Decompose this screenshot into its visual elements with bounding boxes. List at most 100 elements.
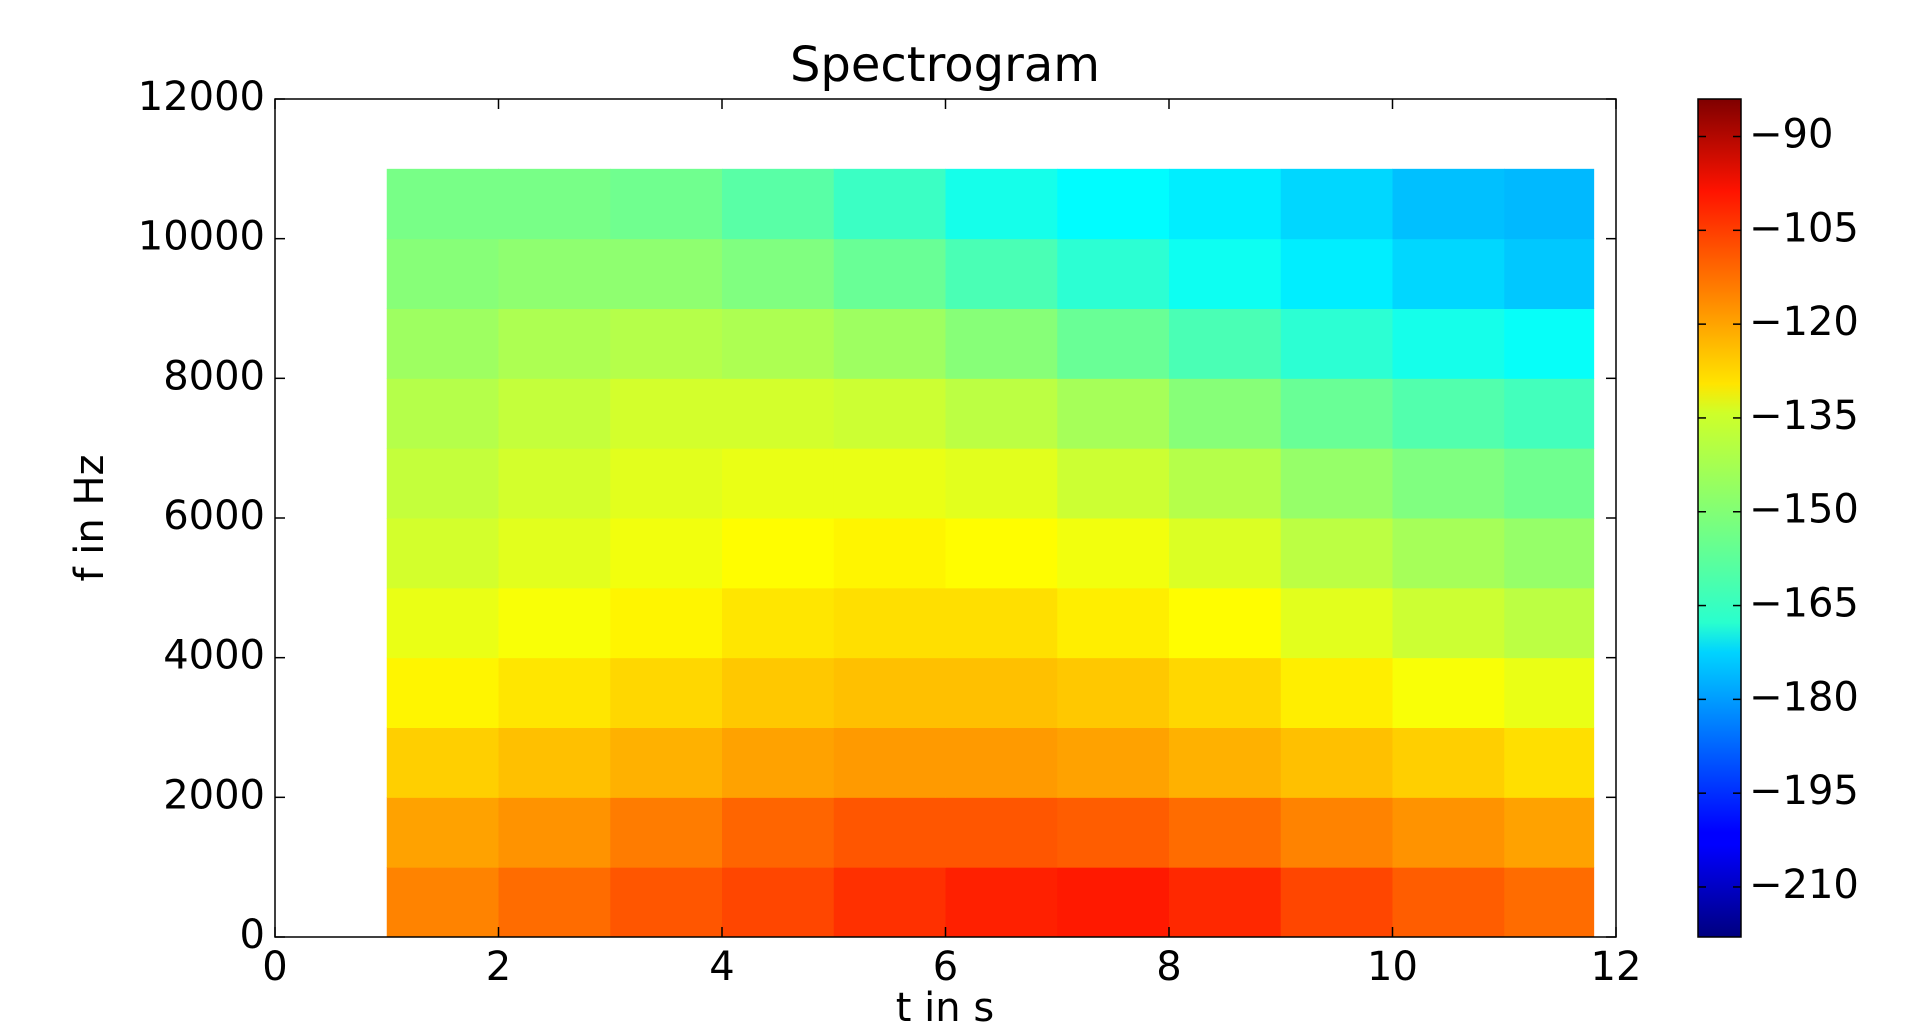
cell <box>1169 587 1282 659</box>
y-tick-label: 12000 <box>138 74 265 120</box>
y-tick-label: 6000 <box>163 493 265 539</box>
cell <box>1057 727 1170 798</box>
cell <box>945 867 1058 938</box>
cell <box>610 378 723 449</box>
x-tick-label: 12 <box>1591 944 1642 990</box>
cell <box>498 518 611 589</box>
cell <box>498 797 611 868</box>
cell <box>498 587 611 659</box>
cell <box>1057 448 1170 519</box>
cell <box>1280 238 1393 309</box>
cell <box>1504 168 1595 240</box>
cell <box>1392 657 1505 728</box>
cell <box>722 587 835 659</box>
cell <box>1392 587 1505 659</box>
x-tick-label: 10 <box>1367 944 1418 990</box>
cell <box>498 867 611 938</box>
cell <box>1392 727 1505 798</box>
cell <box>610 518 723 589</box>
cell <box>1504 587 1595 659</box>
x-tick-label: 2 <box>486 944 511 990</box>
cell <box>1504 448 1595 519</box>
cell <box>1169 448 1282 519</box>
cell <box>1392 518 1505 589</box>
y-tick-label: 10000 <box>138 214 265 260</box>
cell <box>1504 727 1595 798</box>
y-tick-label: 8000 <box>163 353 265 399</box>
cell <box>1392 867 1505 938</box>
cell <box>1057 867 1170 938</box>
cell <box>1169 168 1282 240</box>
cell <box>1169 238 1282 309</box>
cell <box>1392 308 1505 379</box>
cell <box>1504 797 1595 868</box>
cell <box>1504 378 1595 449</box>
cell <box>1057 238 1170 309</box>
cell <box>1392 797 1505 868</box>
cell <box>386 168 499 240</box>
cell <box>722 448 835 519</box>
cell <box>1280 448 1393 519</box>
x-tick-label: 0 <box>262 944 287 990</box>
cell <box>722 308 835 379</box>
cell <box>386 797 499 868</box>
colorbar-tick-label: −210 <box>1749 862 1859 908</box>
cell <box>1392 168 1505 240</box>
cell <box>386 448 499 519</box>
cell <box>498 168 611 240</box>
cell <box>610 168 723 240</box>
cell <box>386 867 499 938</box>
cell <box>945 797 1058 868</box>
cell <box>1280 587 1393 659</box>
cell <box>386 657 499 728</box>
cell <box>1280 518 1393 589</box>
cell <box>945 448 1058 519</box>
cell <box>1057 797 1170 868</box>
cell <box>386 727 499 798</box>
cell <box>833 238 946 309</box>
cell <box>1504 867 1595 938</box>
cell <box>833 797 946 868</box>
y-tick-label: 0 <box>240 912 265 958</box>
cell <box>1169 797 1282 868</box>
cell <box>1169 727 1282 798</box>
cell <box>610 867 723 938</box>
cell <box>722 168 835 240</box>
cell <box>1504 657 1595 728</box>
colorbar-tick-label: −135 <box>1749 393 1859 439</box>
cell <box>1280 727 1393 798</box>
cell <box>833 308 946 379</box>
cell <box>1280 657 1393 728</box>
cell <box>945 238 1058 309</box>
cell <box>386 238 499 309</box>
cell <box>1169 308 1282 379</box>
x-tick-label: 8 <box>1156 944 1181 990</box>
cell <box>610 727 723 798</box>
cell <box>1392 238 1505 309</box>
cell <box>833 867 946 938</box>
cell <box>722 238 835 309</box>
cell <box>945 378 1058 449</box>
cell <box>722 657 835 728</box>
cell <box>722 378 835 449</box>
colorbar-tick-label: −150 <box>1749 487 1859 533</box>
x-tick-label: 4 <box>709 944 734 990</box>
cell <box>945 168 1058 240</box>
x-axis-label: t in s <box>896 985 994 1027</box>
cell <box>1057 587 1170 659</box>
cell <box>833 168 946 240</box>
cell <box>610 657 723 728</box>
cell <box>722 867 835 938</box>
cell <box>610 587 723 659</box>
colorbar-tick-label: −90 <box>1749 112 1833 158</box>
colorbar-tick-label: −120 <box>1749 299 1859 345</box>
cell <box>498 727 611 798</box>
cell <box>386 587 499 659</box>
cell <box>1280 797 1393 868</box>
cell <box>833 727 946 798</box>
cell <box>1169 867 1282 938</box>
cell <box>386 378 499 449</box>
cell <box>1504 238 1595 309</box>
cell <box>1169 518 1282 589</box>
